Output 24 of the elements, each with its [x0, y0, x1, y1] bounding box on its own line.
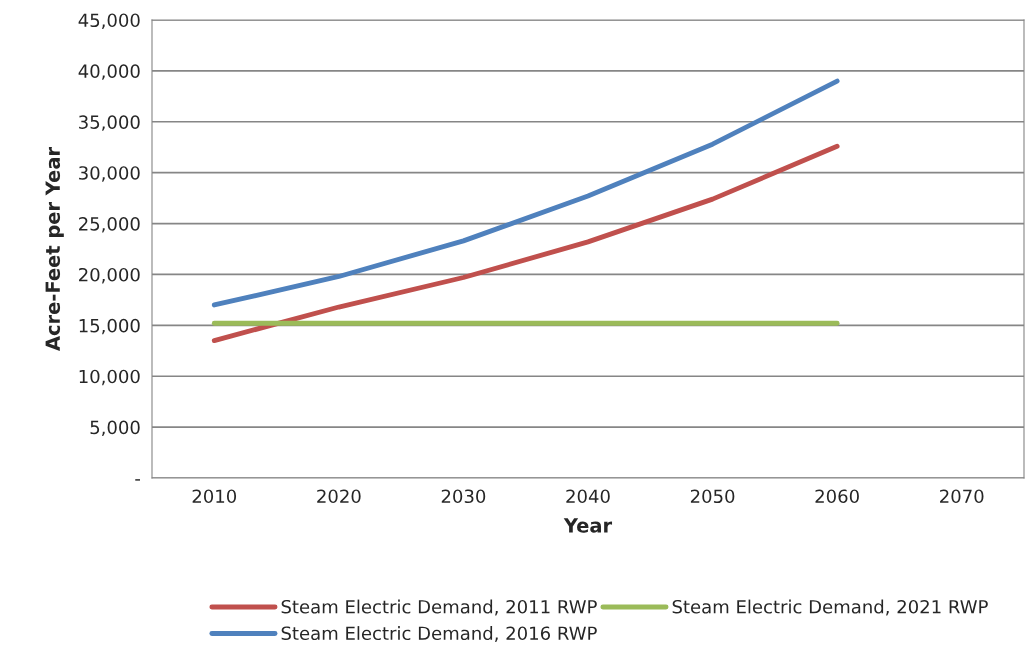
x-axis-title: Year	[563, 518, 613, 533]
y-axis-title: Acre-Feet per Year	[45, 147, 64, 351]
y-tick-label: 40,000	[78, 64, 140, 80]
x-tick-label: 2020	[317, 489, 361, 504]
x-tick-label: 2060	[815, 489, 859, 504]
y-tick-label: 15,000	[79, 318, 140, 335]
legend-label: Steam Electric Demand, 2011 RWP	[281, 599, 597, 616]
y-tick-label: 45,000	[78, 13, 140, 29]
line-series	[211, 143, 840, 344]
x-tick-label: 2040	[566, 489, 610, 504]
y-tick-label: 10,000	[79, 369, 140, 386]
y-tick-label: -	[135, 479, 141, 481]
y-tick-label: 25,000	[79, 217, 140, 233]
x-tick-label: 2010	[192, 489, 237, 504]
x-tick-label: 2070	[940, 489, 984, 504]
line-series	[211, 78, 840, 308]
y-tick-label: 5,000	[90, 420, 140, 437]
y-tick-label: 35,000	[79, 115, 140, 131]
x-tick-label: 2050	[690, 489, 735, 504]
x-tick-label: 2030	[441, 489, 486, 504]
y-tick-label: 20,000	[79, 267, 140, 284]
legend-label: Steam Electric Demand, 2016 RWP	[281, 626, 597, 642]
y-tick-label: 30,000	[79, 166, 140, 182]
legend-label: Steam Electric Demand, 2021 RWP	[672, 599, 988, 616]
